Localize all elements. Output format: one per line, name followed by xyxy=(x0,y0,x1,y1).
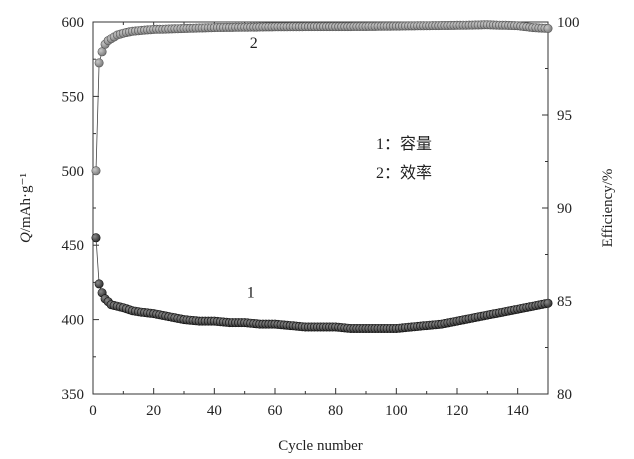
x-tick-label: 60 xyxy=(268,403,283,419)
text-layer: 0 20 40 60 80 100 120 140 350 400 450 500 550 600 80 85… xyxy=(62,15,580,419)
legend-entry-capacity: 1：容量 xyxy=(376,135,432,153)
data-point xyxy=(91,233,101,243)
right-y-axis-title: Efficiency/% xyxy=(600,169,616,248)
data-point xyxy=(91,166,101,176)
y-left-tick-label: 550 xyxy=(62,89,85,105)
data-point xyxy=(94,58,104,68)
x-tick-label: 100 xyxy=(385,403,408,419)
x-tick-label: 40 xyxy=(207,403,222,419)
series-annotation-1: 1 xyxy=(247,284,255,301)
y-left-tick-label: 500 xyxy=(62,164,85,180)
y-right-tick-label: 90 xyxy=(557,201,572,217)
y-right-tick-label: 100 xyxy=(557,15,580,31)
series-annotation-2: 2 xyxy=(250,35,258,52)
plot-frame xyxy=(92,21,549,395)
x-axis-title: Cycle number xyxy=(278,438,363,454)
x-tick-label: 120 xyxy=(446,403,469,419)
y-left-tick-label: 350 xyxy=(62,387,85,403)
series-line xyxy=(95,24,549,171)
axes-layer xyxy=(92,21,549,395)
data-point xyxy=(543,23,553,33)
y-left-tick-label: 400 xyxy=(62,313,85,329)
y-left-tick-label: 600 xyxy=(62,15,85,31)
y-right-tick-label: 85 xyxy=(557,294,572,310)
series-layer xyxy=(91,20,553,333)
x-tick-label: 20 xyxy=(146,403,161,419)
y-right-tick-label: 80 xyxy=(557,387,572,403)
data-point xyxy=(97,47,107,57)
y-right-tick-label: 95 xyxy=(557,108,572,124)
x-tick-label: 140 xyxy=(506,403,529,419)
series-capacity xyxy=(91,233,553,333)
y-left-tick-label: 450 xyxy=(62,238,85,254)
data-point xyxy=(94,279,104,289)
data-point xyxy=(543,298,553,308)
x-tick-label: 0 xyxy=(89,403,97,419)
left-y-axis-title: Q/mAh·g⁻¹ xyxy=(18,173,34,243)
legend-entry-efficiency: 2：效率 xyxy=(376,164,432,182)
series-efficiency xyxy=(91,20,553,176)
x-tick-label: 80 xyxy=(328,403,343,419)
